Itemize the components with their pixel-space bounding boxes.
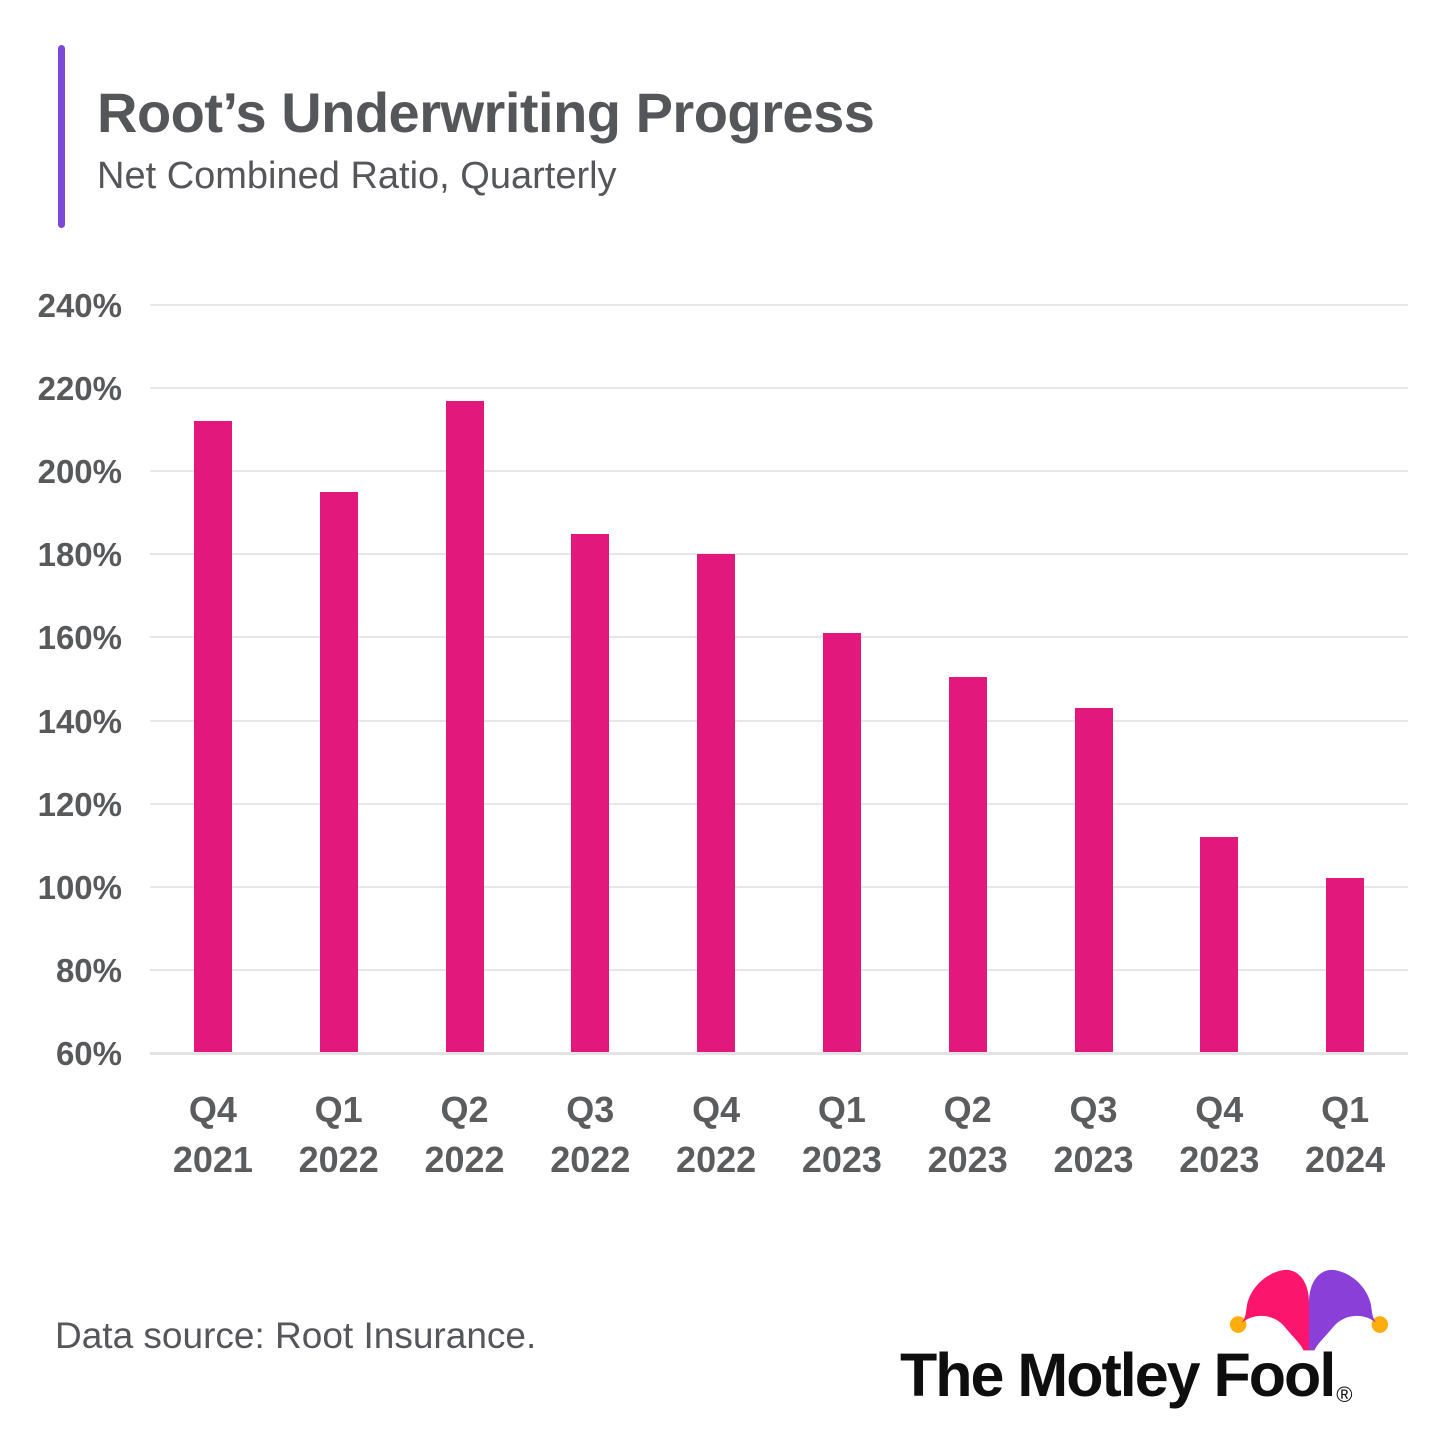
y-axis-tick-label: 180% bbox=[37, 536, 122, 574]
x-tick-quarter: Q2 bbox=[943, 1089, 992, 1130]
title-accent-bar bbox=[58, 45, 65, 228]
gridline-200 bbox=[150, 470, 1408, 473]
x-tick-quarter: Q3 bbox=[1069, 1089, 1118, 1130]
gridline-120 bbox=[150, 802, 1408, 805]
gridline-160 bbox=[150, 636, 1408, 639]
bar-Q4-2023 bbox=[1200, 836, 1239, 1053]
x-tick-year: 2023 bbox=[927, 1139, 1008, 1180]
x-tick-quarter: Q4 bbox=[692, 1089, 741, 1130]
y-axis-tick-label: 240% bbox=[37, 287, 122, 324]
y-axis-tick-label: 80% bbox=[55, 951, 122, 989]
gridline-80 bbox=[150, 968, 1408, 971]
jester-cap-icon bbox=[1229, 1269, 1389, 1351]
chart-subtitle: Net Combined Ratio, Quarterly bbox=[97, 155, 617, 197]
bar-Q3-2023 bbox=[1074, 708, 1113, 1053]
y-axis-tick-label: 220% bbox=[37, 370, 122, 408]
y-axis-tick-label: 60% bbox=[55, 1035, 122, 1072]
bar-Q4-2021 bbox=[193, 421, 232, 1053]
x-tick-quarter: Q3 bbox=[566, 1089, 615, 1130]
x-tick-year: 2022 bbox=[550, 1139, 631, 1180]
x-tick-quarter: Q2 bbox=[440, 1089, 489, 1130]
y-axis-tick-label: 100% bbox=[37, 868, 122, 906]
data-source-note: Data source: Root Insurance. bbox=[55, 1315, 537, 1356]
bar-Q1-2022 bbox=[319, 492, 358, 1053]
x-tick-quarter: Q1 bbox=[817, 1089, 866, 1130]
bar-Q3-2022 bbox=[571, 533, 610, 1053]
x-tick-year: 2023 bbox=[1179, 1139, 1260, 1180]
bar-Q1-2024 bbox=[1326, 878, 1365, 1053]
gridline-180 bbox=[150, 553, 1408, 556]
x-axis-tick-label: Q1 2023 bbox=[762, 1085, 922, 1185]
y-axis-tick-label: 120% bbox=[37, 785, 122, 823]
gridline-140 bbox=[150, 719, 1408, 722]
registered-trademark-symbol: ® bbox=[1336, 1382, 1353, 1407]
gridline-100 bbox=[150, 885, 1408, 888]
x-axis-tick-label: Q4 2023 bbox=[1139, 1085, 1299, 1185]
x-axis-tick-label: Q4 2022 bbox=[636, 1085, 796, 1185]
bar-Q4-2022 bbox=[697, 554, 736, 1053]
x-axis-tick-label: Q1 2022 bbox=[259, 1085, 419, 1185]
x-axis-baseline bbox=[150, 1052, 1408, 1055]
bar-chart-plot-area: 240% 220% 200% 180% 160% 140% 120% 100% 80% 60% Q4… bbox=[37, 287, 1425, 1185]
gridline-220 bbox=[150, 387, 1408, 390]
motley-fool-logo: The Motley Fool ® bbox=[900, 1258, 1395, 1418]
x-tick-quarter: Q4 bbox=[1195, 1089, 1244, 1130]
gridline-240 bbox=[150, 304, 1408, 306]
x-tick-year: 2023 bbox=[1053, 1139, 1134, 1180]
y-axis-tick-label: 160% bbox=[37, 619, 122, 657]
x-axis-tick-label: Q2 2023 bbox=[888, 1085, 1048, 1185]
bar-Q2-2023 bbox=[948, 676, 987, 1053]
x-tick-quarter: Q4 bbox=[188, 1089, 237, 1130]
x-axis-tick-label: Q3 2022 bbox=[510, 1085, 670, 1185]
bar-Q1-2023 bbox=[822, 633, 861, 1053]
x-axis-tick-label: Q1 2024 bbox=[1265, 1085, 1425, 1185]
logo-text: The Motley Fool bbox=[900, 1341, 1336, 1409]
x-tick-year: 2024 bbox=[1305, 1139, 1386, 1180]
chart-title: Root’s Underwriting Progress bbox=[97, 81, 875, 144]
x-axis-tick-label: Q2 2022 bbox=[385, 1085, 545, 1185]
x-tick-quarter: Q1 bbox=[1321, 1089, 1370, 1130]
x-tick-year: 2022 bbox=[676, 1139, 757, 1180]
logo-wordmark: The Motley Fool ® bbox=[900, 1340, 1352, 1410]
x-axis-tick-label: Q3 2023 bbox=[1014, 1085, 1174, 1185]
x-axis-tick-label: Q4 2021 bbox=[133, 1085, 293, 1185]
x-tick-quarter: Q1 bbox=[314, 1089, 363, 1130]
y-axis-tick-label: 200% bbox=[37, 453, 122, 491]
x-tick-year: 2023 bbox=[801, 1139, 882, 1180]
x-tick-year: 2022 bbox=[298, 1139, 379, 1180]
bar-Q2-2022 bbox=[445, 400, 484, 1053]
y-axis-tick-label: 140% bbox=[37, 702, 122, 740]
x-tick-year: 2021 bbox=[172, 1139, 253, 1180]
x-tick-year: 2022 bbox=[424, 1139, 505, 1180]
